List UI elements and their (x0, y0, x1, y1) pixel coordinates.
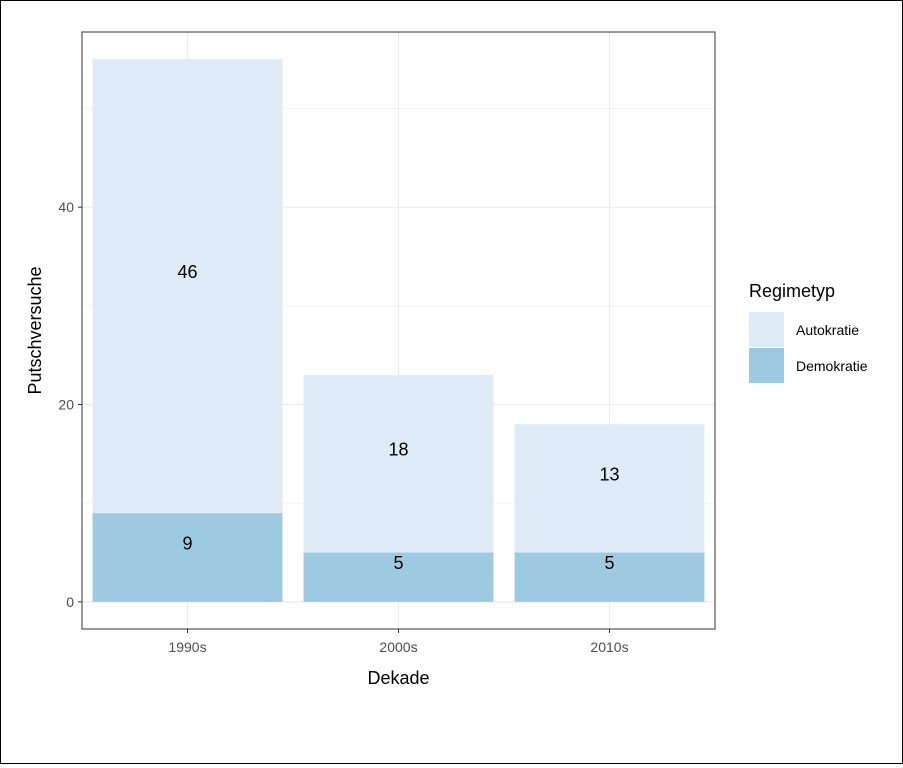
bar-label: 5 (393, 553, 403, 573)
legend: Regimetyp Autokratie Demokratie (749, 281, 868, 383)
y-axis-title: Putschversuche (25, 266, 45, 394)
bar-autokratie-2010s (514, 424, 705, 553)
x-axis-title: Dekade (367, 668, 429, 688)
bar-autokratie-2000s (303, 374, 494, 553)
legend-key-demokratie (749, 348, 784, 383)
bar-label: 13 (599, 464, 619, 484)
bar-label: 9 (182, 533, 192, 553)
bar-label: 18 (388, 440, 408, 460)
bar-autokratie-1990s (92, 59, 283, 514)
bar-label: 46 (177, 262, 197, 282)
bar-label: 5 (604, 553, 614, 573)
x-tick-label: 2010s (590, 639, 628, 655)
y-tick-label: 20 (58, 397, 74, 413)
bar-demokratie-2010s (514, 552, 705, 602)
bar-demokratie-1990s (92, 513, 283, 602)
x-tick-label: 1990s (168, 639, 206, 655)
y-tick-label: 40 (58, 199, 74, 215)
legend-title: Regimetyp (749, 281, 835, 301)
x-tick-label: 2000s (379, 639, 417, 655)
legend-label: Autokratie (796, 322, 859, 338)
y-tick-label: 0 (66, 594, 74, 610)
legend-key-autokratie (749, 312, 784, 347)
bar-demokratie-2000s (303, 552, 494, 602)
legend-label: Demokratie (796, 358, 868, 374)
